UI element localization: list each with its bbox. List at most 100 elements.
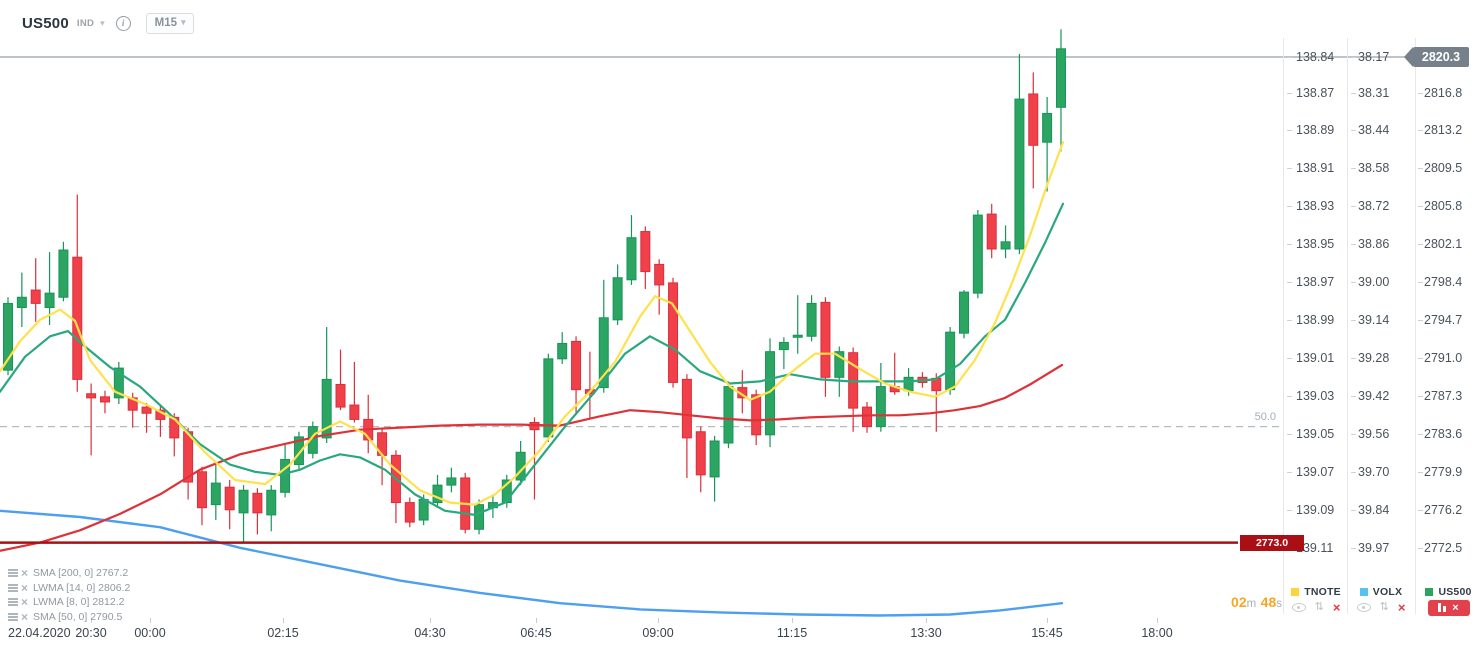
axis-tick (1287, 92, 1292, 94)
price-axis-label: 2791.0 (1424, 350, 1463, 365)
instrument-color-swatch (1359, 587, 1368, 596)
axis-tick (1418, 243, 1423, 245)
candle-up (945, 331, 956, 391)
candle-down (571, 340, 582, 391)
close-icon: × (1452, 601, 1459, 614)
instrument-legend-volx: VOLX ⇅ × (1347, 584, 1415, 618)
instrument-color-swatch (1291, 587, 1300, 596)
remove-instrument-icon[interactable]: × (1332, 599, 1341, 615)
indicator-settings-icon[interactable] (8, 583, 18, 592)
indicator-remove-icon[interactable]: × (21, 595, 29, 610)
candle-up (792, 334, 803, 338)
time-axis-label: 18:00 (1141, 626, 1173, 640)
ma-line-lwma-14 (0, 202, 1065, 517)
time-tick (91, 618, 92, 623)
timer-minutes-unit: m (1246, 598, 1257, 610)
price-axis-label: 39.00 (1358, 274, 1390, 289)
visibility-eye-icon[interactable] (1291, 603, 1306, 612)
price-axis-label: 2772.5 (1424, 540, 1463, 555)
candle-up (238, 489, 249, 514)
price-axis-label: 2802.1 (1424, 236, 1463, 251)
timeframe-caret-icon: ▾ (181, 17, 186, 27)
reorder-arrows-icon[interactable]: ⇅ (1314, 601, 1324, 613)
time-tick (658, 618, 659, 623)
axis-tick (1351, 319, 1356, 321)
current-price-tag: 2820.3 (1404, 47, 1469, 67)
axis-tick (1351, 471, 1356, 473)
support-price-tag: 2773.0 (1240, 534, 1304, 551)
price-axis-label: 39.42 (1358, 388, 1390, 403)
ma-line-sma-50 (0, 363, 1064, 552)
time-tick (1047, 618, 1048, 623)
candle-up (418, 499, 429, 521)
remove-instrument-icon[interactable]: × (1397, 599, 1406, 615)
price-scale-us500[interactable]: 2816.8 2813.2 2809.5 2805.8 2802.1 2798.4 2794… (1415, 38, 1482, 614)
price-axis-label: 139.11 (1296, 540, 1334, 555)
indicator-settings-icon[interactable] (8, 613, 18, 622)
candle-down (668, 282, 679, 383)
price-scale-volx[interactable]: 38.17 38.31 38.44 38.58 38.72 38.86 39.00 39.14… (1347, 38, 1415, 614)
instrument-name: US500 (1438, 585, 1472, 598)
candle-up (626, 237, 637, 281)
axis-tick (1418, 433, 1423, 435)
candle-down (72, 256, 83, 380)
candle-up (709, 440, 720, 478)
axis-tick (1418, 509, 1423, 511)
indicator-remove-icon[interactable]: × (21, 610, 29, 625)
price-axis-label: 38.44 (1358, 122, 1390, 137)
indicator-settings-icon[interactable] (8, 598, 18, 607)
active-instrument-button[interactable]: × (1427, 599, 1470, 616)
candle-up (280, 458, 291, 493)
candle-up (474, 504, 485, 530)
axis-tick (1351, 167, 1356, 169)
candle-down (30, 289, 41, 304)
candle-down (141, 406, 152, 414)
time-tick (150, 618, 151, 623)
candle-up (972, 214, 983, 294)
price-scale-tnote[interactable]: 138.84 138.87 138.89 138.91 138.93 138.95 138.… (1283, 38, 1347, 614)
candle-down (86, 393, 97, 399)
price-axis-label: 39.14 (1358, 312, 1390, 327)
indicator-remove-icon[interactable]: × (21, 566, 29, 581)
timeframe-selector[interactable]: M15 ▾ (145, 12, 194, 34)
time-axis-label: 06:45 (520, 626, 552, 640)
indicator-settings-icon[interactable] (8, 569, 18, 578)
price-axis-label: 38.72 (1358, 198, 1390, 213)
price-axis-label: 39.70 (1358, 464, 1390, 479)
price-axis-label: 38.17 (1358, 50, 1390, 64)
candle-up (903, 376, 914, 392)
reorder-arrows-icon[interactable]: ⇅ (1379, 601, 1389, 613)
axis-tick (1418, 281, 1423, 283)
time-axis-label: 02:15 (267, 626, 299, 640)
timer-seconds-unit: s (1276, 598, 1282, 610)
symbol-name: US500 (22, 14, 69, 32)
candle-down (654, 263, 665, 286)
axis-separator (1415, 38, 1416, 614)
indicator-label: LWMA [8, 0] 2812.2 (33, 596, 125, 609)
instrument-type-badge: IND (76, 17, 95, 29)
candle-up (16, 296, 27, 309)
price-axis-label: 138.87 (1296, 85, 1335, 100)
indicator-remove-icon[interactable]: × (21, 580, 29, 595)
instrument-legend-tnote: TNOTE ⇅ × (1285, 584, 1347, 618)
visibility-eye-icon[interactable] (1356, 603, 1371, 612)
timer-minutes: 02 (1231, 594, 1247, 610)
candlestick-icon (1438, 603, 1447, 612)
candle-down (1028, 93, 1039, 146)
info-icon[interactable]: i (115, 15, 131, 31)
price-axis-label: 2798.4 (1424, 274, 1463, 289)
candle-down (99, 396, 110, 403)
price-axis-label: 138.93 (1296, 198, 1335, 213)
axis-tick (1351, 395, 1356, 397)
indicator-legend-row: × LWMA [8, 0] 2812.2 (8, 595, 130, 610)
candle-up (58, 249, 69, 298)
candle-down (252, 492, 263, 514)
candle-down (862, 406, 873, 428)
candle-down (820, 301, 831, 378)
axis-tick (1287, 167, 1292, 169)
axis-tick (1418, 395, 1423, 397)
symbol-dropdown-caret-icon[interactable]: ▾ (100, 17, 105, 28)
axis-tick (1351, 57, 1356, 58)
time-scale[interactable]: 22.04.2020 20:30 00:00 02:15 04:30 06:45 09:0… (0, 618, 1283, 650)
